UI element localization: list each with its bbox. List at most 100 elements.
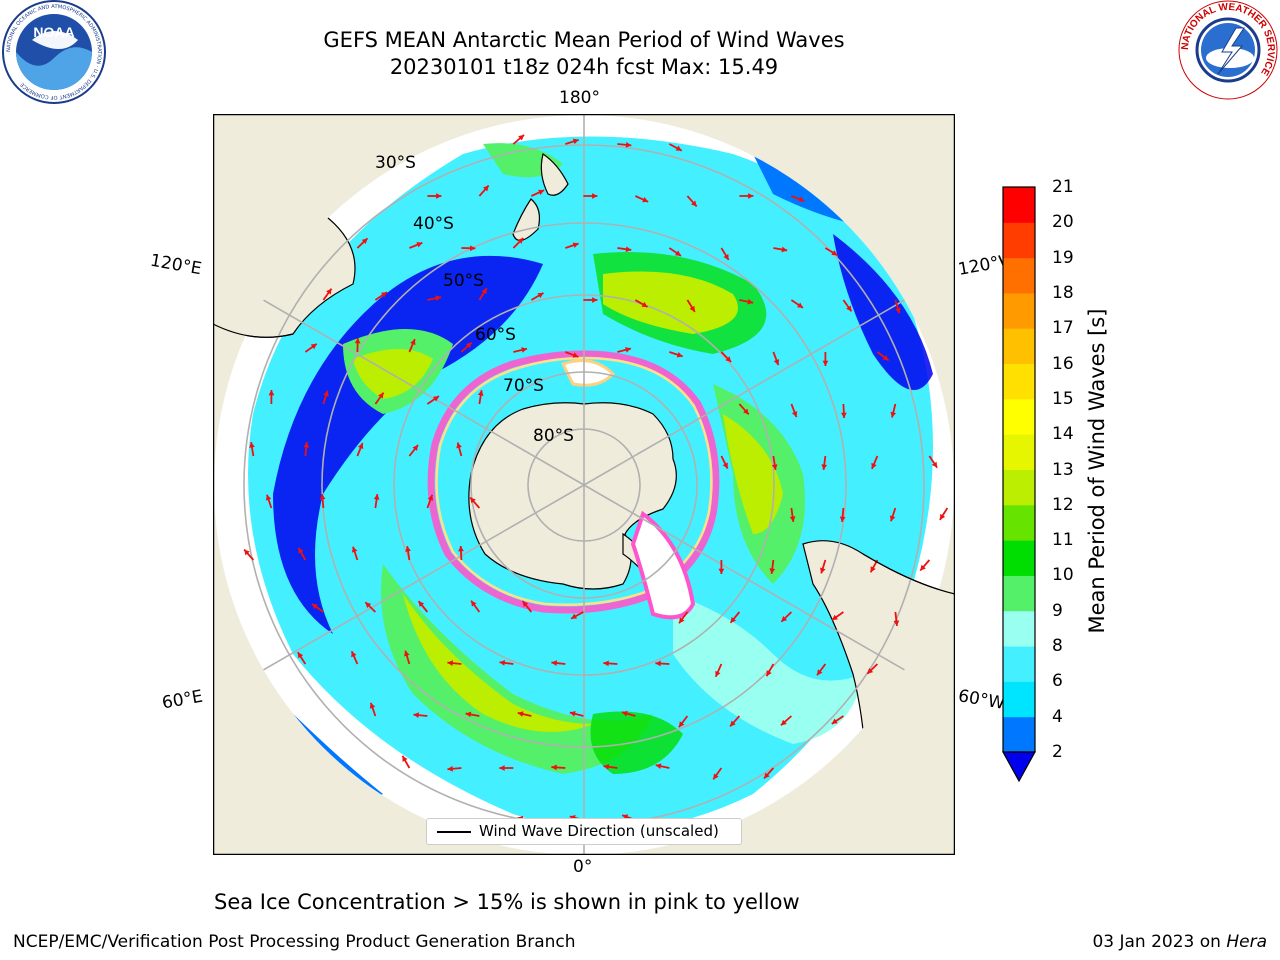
direction-arrow-head xyxy=(621,710,628,717)
direction-arrow-head xyxy=(730,720,736,727)
colorbar-cell xyxy=(1003,434,1035,470)
colorbar-tick-label: 17 xyxy=(1052,318,1074,339)
direction-arrow-head xyxy=(538,189,545,195)
colorbar-tick-label: 20 xyxy=(1052,212,1074,233)
direction-arrow-head xyxy=(730,616,737,623)
lat-label-50s: 50°S xyxy=(443,271,484,291)
legend-label: Wind Wave Direction (unscaled) xyxy=(479,822,719,840)
direction-arrow-head xyxy=(447,660,453,666)
direction-arrow-head xyxy=(433,396,439,402)
direction-arrow-head xyxy=(481,288,487,295)
direction-arrow-head xyxy=(831,718,838,724)
colorbar-cell xyxy=(1003,292,1035,329)
direction-arrow-head xyxy=(551,764,557,771)
direction-arrow-head xyxy=(518,134,525,141)
colorbar-tick-label: 19 xyxy=(1052,247,1074,268)
direction-arrow-head xyxy=(723,253,729,260)
direction-arrow-head xyxy=(603,660,609,667)
colorbar-tick-label: 10 xyxy=(1052,565,1074,586)
direction-arrow-head xyxy=(483,185,489,192)
direction-arrow-head xyxy=(323,390,329,397)
lon-label-120e: 120°E xyxy=(148,250,204,280)
direction-arrow-head xyxy=(822,360,829,366)
sea-ice-note: Sea Ice Concentration > 15% is shown in … xyxy=(214,890,800,914)
lon-label-60e: 60°E xyxy=(160,686,205,714)
direction-arrow-head xyxy=(551,660,557,666)
direction-arrow-head xyxy=(470,497,476,504)
direction-arrow-head xyxy=(780,719,787,726)
lat-label-30s: 30°S xyxy=(375,153,416,173)
direction-arrow-head xyxy=(764,772,770,779)
direction-arrow-head xyxy=(521,347,527,353)
lon-label-60w: 60°W xyxy=(956,686,1007,714)
direction-arrow-head xyxy=(477,390,484,396)
direction-arrow-head xyxy=(499,660,506,666)
lat-label-70s: 70°S xyxy=(503,376,544,396)
lat-label-80s: 80°S xyxy=(533,426,574,446)
direction-arrow-head xyxy=(773,359,780,366)
legend: Wind Wave Direction (unscaled) xyxy=(426,818,742,845)
direction-arrow-head xyxy=(781,246,788,253)
chart-subtitle: 20230101 t18z 024h fcst Max: 15.49 xyxy=(389,55,779,79)
direction-arrow-head xyxy=(351,546,358,553)
colorbar-tick-label: 4 xyxy=(1052,706,1063,727)
direction-arrow-head xyxy=(895,307,901,314)
direction-arrow-head xyxy=(718,568,725,574)
footer-credit: NCEP/EMC/Verification Post Processing Pr… xyxy=(13,932,576,952)
direction-arrow-head xyxy=(354,338,361,344)
direction-arrow-head xyxy=(789,516,796,522)
direction-arrow-head xyxy=(365,602,372,608)
colorbar-tick-label: 6 xyxy=(1052,671,1063,692)
direction-arrow-head xyxy=(319,494,326,500)
colorbar-cell xyxy=(1003,187,1035,223)
direction-arrow-head xyxy=(839,516,846,522)
lat-label-40s: 40°S xyxy=(413,214,454,234)
footer-date: 03 Jan 2023 on Hera xyxy=(1092,932,1267,952)
direction-arrow-head xyxy=(369,702,376,709)
direction-arrow-head xyxy=(572,138,579,145)
direction-arrow-head xyxy=(265,494,272,501)
coastline-outside xyxy=(213,323,955,595)
polar-map: 30°S 40°S 50°S 60°S 70°S 80°S xyxy=(213,114,955,855)
direction-arrow-head xyxy=(655,660,661,667)
direction-arrow-head xyxy=(435,295,442,302)
lon-label-0: 0° xyxy=(573,857,593,877)
direction-arrow-head xyxy=(404,650,410,657)
direction-arrow-head xyxy=(592,297,598,303)
legend-line-swatch xyxy=(437,831,471,833)
direction-arrow-head xyxy=(840,412,847,418)
direction-arrow-head xyxy=(893,620,900,626)
direction-arrow-head xyxy=(679,617,685,624)
colorbar-cell xyxy=(1003,504,1035,541)
direction-arrow-head xyxy=(249,442,255,448)
direction-arrow-head xyxy=(867,668,874,674)
direction-arrow-head xyxy=(798,196,805,202)
direction-arrow-head xyxy=(781,616,788,622)
direction-arrow-head xyxy=(522,601,529,608)
colorbar-tick-label: 15 xyxy=(1052,388,1074,409)
colorbar-tick-label: 12 xyxy=(1052,494,1074,515)
colorbar-cell xyxy=(1003,328,1035,365)
direction-arrow-head xyxy=(357,442,364,449)
colorbar-cell xyxy=(1003,257,1035,294)
chart-title: GEFS MEAN Antarctic Mean Period of Wind … xyxy=(323,28,845,52)
direction-arrow-head xyxy=(413,712,419,719)
direction-arrow-head xyxy=(882,354,889,361)
direction-arrow-head xyxy=(458,546,464,552)
direction-arrow-head xyxy=(572,242,579,248)
direction-arrow-head xyxy=(427,494,434,501)
direction-arrow-head xyxy=(517,711,524,717)
colorbar-extend-triangle xyxy=(1002,751,1036,783)
direction-arrow-head xyxy=(378,392,384,399)
colorbar-cell xyxy=(1003,363,1035,400)
direction-arrow-head xyxy=(326,288,332,295)
direction-arrow-head xyxy=(920,564,926,571)
noaa-logo-text: NOAA xyxy=(33,24,74,40)
direction-arrow-head xyxy=(871,462,877,469)
direction-arrow-head xyxy=(499,765,505,771)
direction-arrow-head xyxy=(769,568,776,574)
lon-label-180: 180° xyxy=(559,88,600,108)
direction-arrow-head xyxy=(889,515,896,522)
direction-arrow-head xyxy=(303,442,310,448)
colorbar-tick-label: 13 xyxy=(1052,459,1074,480)
